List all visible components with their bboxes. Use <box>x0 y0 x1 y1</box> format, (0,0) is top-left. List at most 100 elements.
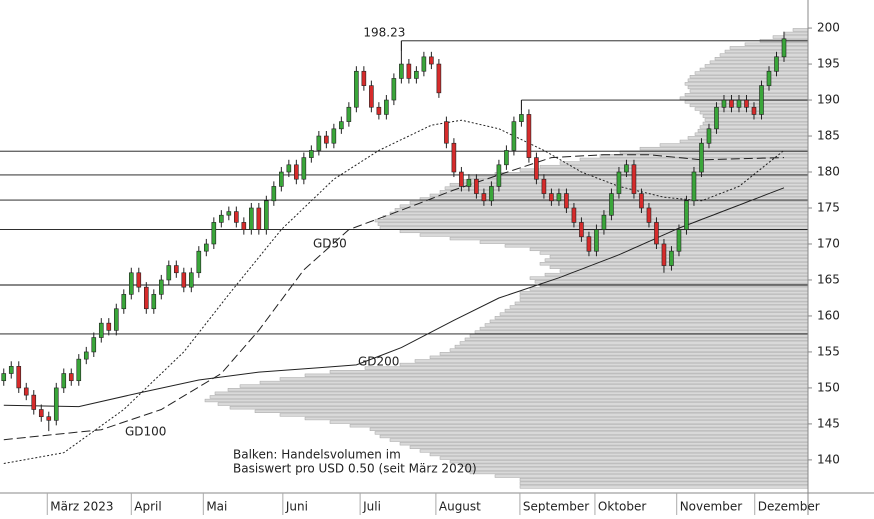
y-tick-label: 150 <box>817 380 840 394</box>
volume-bar <box>499 312 809 316</box>
volume-bar <box>204 398 809 403</box>
candle-body <box>331 128 337 144</box>
candle-body <box>369 85 374 108</box>
volume-bar <box>279 377 809 381</box>
volume-bar <box>279 413 809 417</box>
candle-body <box>579 222 584 238</box>
candle-body <box>189 272 194 288</box>
high-label: 198.23 <box>363 25 405 39</box>
volume-bar <box>529 276 809 280</box>
candle-body <box>684 200 689 230</box>
candle-body <box>399 63 404 79</box>
volume-bar <box>379 434 809 439</box>
volume-bar <box>559 161 809 165</box>
candle-body <box>549 193 554 202</box>
candle-body <box>654 222 659 245</box>
candle-body <box>639 193 644 209</box>
candle-body <box>744 99 749 108</box>
candle-body <box>256 207 262 230</box>
volume-bar <box>377 222 809 226</box>
y-tick-label: 155 <box>817 344 840 358</box>
volume-bar <box>659 143 809 147</box>
volume-bar <box>724 49 809 54</box>
candle-body <box>571 207 577 223</box>
candle-body <box>204 243 209 252</box>
volume-bar <box>772 35 809 39</box>
candle-body <box>646 207 652 223</box>
candle-body <box>496 164 502 187</box>
volume-bar <box>704 64 809 68</box>
volume-bar <box>464 467 809 471</box>
candle-body <box>136 272 142 288</box>
candle-body <box>339 121 344 130</box>
volume-bar <box>489 319 809 323</box>
volume-bar <box>519 168 809 172</box>
candle-body <box>736 99 742 108</box>
volume-bar <box>419 233 809 237</box>
candle-body <box>211 222 217 245</box>
volume-bar <box>519 485 809 489</box>
candle-body <box>691 171 697 202</box>
y-tick-label: 160 <box>817 308 840 322</box>
y-tick-label: 170 <box>817 236 840 250</box>
moving-average <box>3 187 785 408</box>
volume-bar <box>684 82 809 86</box>
candle-body <box>489 186 494 202</box>
candle-body <box>556 193 562 202</box>
x-tick-label: August <box>439 500 481 514</box>
volume-bar <box>697 128 809 133</box>
volume-bar <box>519 298 809 302</box>
volume-bar <box>544 272 809 277</box>
volume-bar <box>454 344 809 349</box>
candle-body <box>324 135 329 144</box>
volume-bar <box>389 438 809 442</box>
volume-bar <box>494 316 809 320</box>
volume-bar <box>369 427 809 431</box>
candle-body <box>376 106 382 115</box>
candle-body <box>158 279 164 295</box>
volume-bar <box>459 463 809 467</box>
candle-body <box>534 157 539 180</box>
moving-average <box>3 119 785 464</box>
candle-body <box>241 222 247 230</box>
candle-body <box>609 193 614 216</box>
candle-body <box>219 214 224 223</box>
volume-bar <box>689 103 809 108</box>
volume-bar <box>639 146 809 151</box>
candle-body <box>76 358 82 382</box>
candle-body <box>519 114 524 122</box>
candle-body <box>354 70 359 108</box>
volume-bar <box>304 416 809 421</box>
volume-bar <box>469 175 809 180</box>
candle-body <box>46 416 52 421</box>
candle-body <box>38 409 44 418</box>
candle-body <box>759 85 764 115</box>
volume-bar <box>449 182 809 187</box>
volume-bar <box>719 53 809 57</box>
candle-body <box>444 121 449 144</box>
y-tick-label: 195 <box>817 57 840 71</box>
candle-body <box>143 286 149 310</box>
volume-bar <box>539 251 809 255</box>
volume-bar <box>514 301 809 306</box>
candles <box>1 31 787 432</box>
volume-bar <box>469 470 809 475</box>
volume-bar <box>389 211 809 216</box>
volume-bar <box>414 359 809 363</box>
candle-body <box>151 294 157 310</box>
candle-body <box>83 351 89 360</box>
candle-body <box>279 171 284 187</box>
candle-body <box>526 114 532 158</box>
candle-body <box>106 322 112 331</box>
volume-bar <box>687 136 809 140</box>
x-tick-label: November <box>680 500 742 514</box>
volume-bar <box>429 452 809 457</box>
volume-bar <box>529 287 809 291</box>
candle-body <box>234 211 239 223</box>
x-tick-label: September <box>523 500 589 514</box>
candle-body <box>68 373 74 382</box>
candle-body <box>113 308 119 331</box>
ma-label: GD50 <box>313 237 347 251</box>
volume-bar <box>439 352 809 356</box>
candle-body <box>706 128 712 144</box>
